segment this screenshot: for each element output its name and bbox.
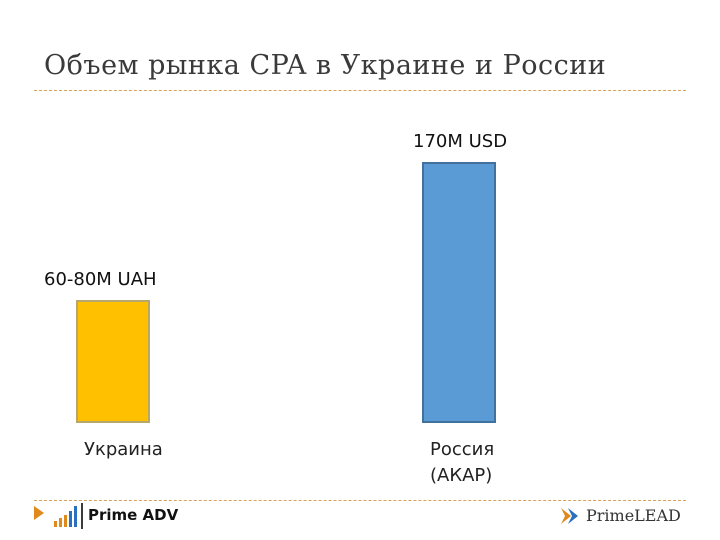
category-label-2: Россия (АКАР) bbox=[430, 437, 494, 489]
footer-divider bbox=[34, 500, 686, 501]
category-label-1: Украина bbox=[84, 437, 163, 463]
prime-adv-logo-text: Prime ADV bbox=[88, 506, 179, 524]
bar-chart-logo-icon bbox=[54, 505, 77, 527]
category-label-line: Россия bbox=[430, 439, 495, 460]
bar-2 bbox=[422, 162, 496, 423]
play-arrow-icon bbox=[34, 506, 44, 520]
bar-value-label-2: 170M USD bbox=[413, 131, 508, 152]
bar-value-label-1: 60-80M UAH bbox=[44, 269, 157, 291]
slide-title: Объем рынка CPA в Украине и России bbox=[44, 50, 607, 81]
primelead-logo-text: PrimeLEAD bbox=[586, 506, 681, 525]
primelead-logo-icon bbox=[561, 508, 578, 524]
title-divider bbox=[34, 90, 686, 91]
category-label-line: Украина bbox=[84, 439, 163, 460]
category-label-line: (АКАР) bbox=[430, 465, 493, 486]
bar-1 bbox=[76, 300, 150, 423]
logo-separator bbox=[81, 503, 83, 529]
